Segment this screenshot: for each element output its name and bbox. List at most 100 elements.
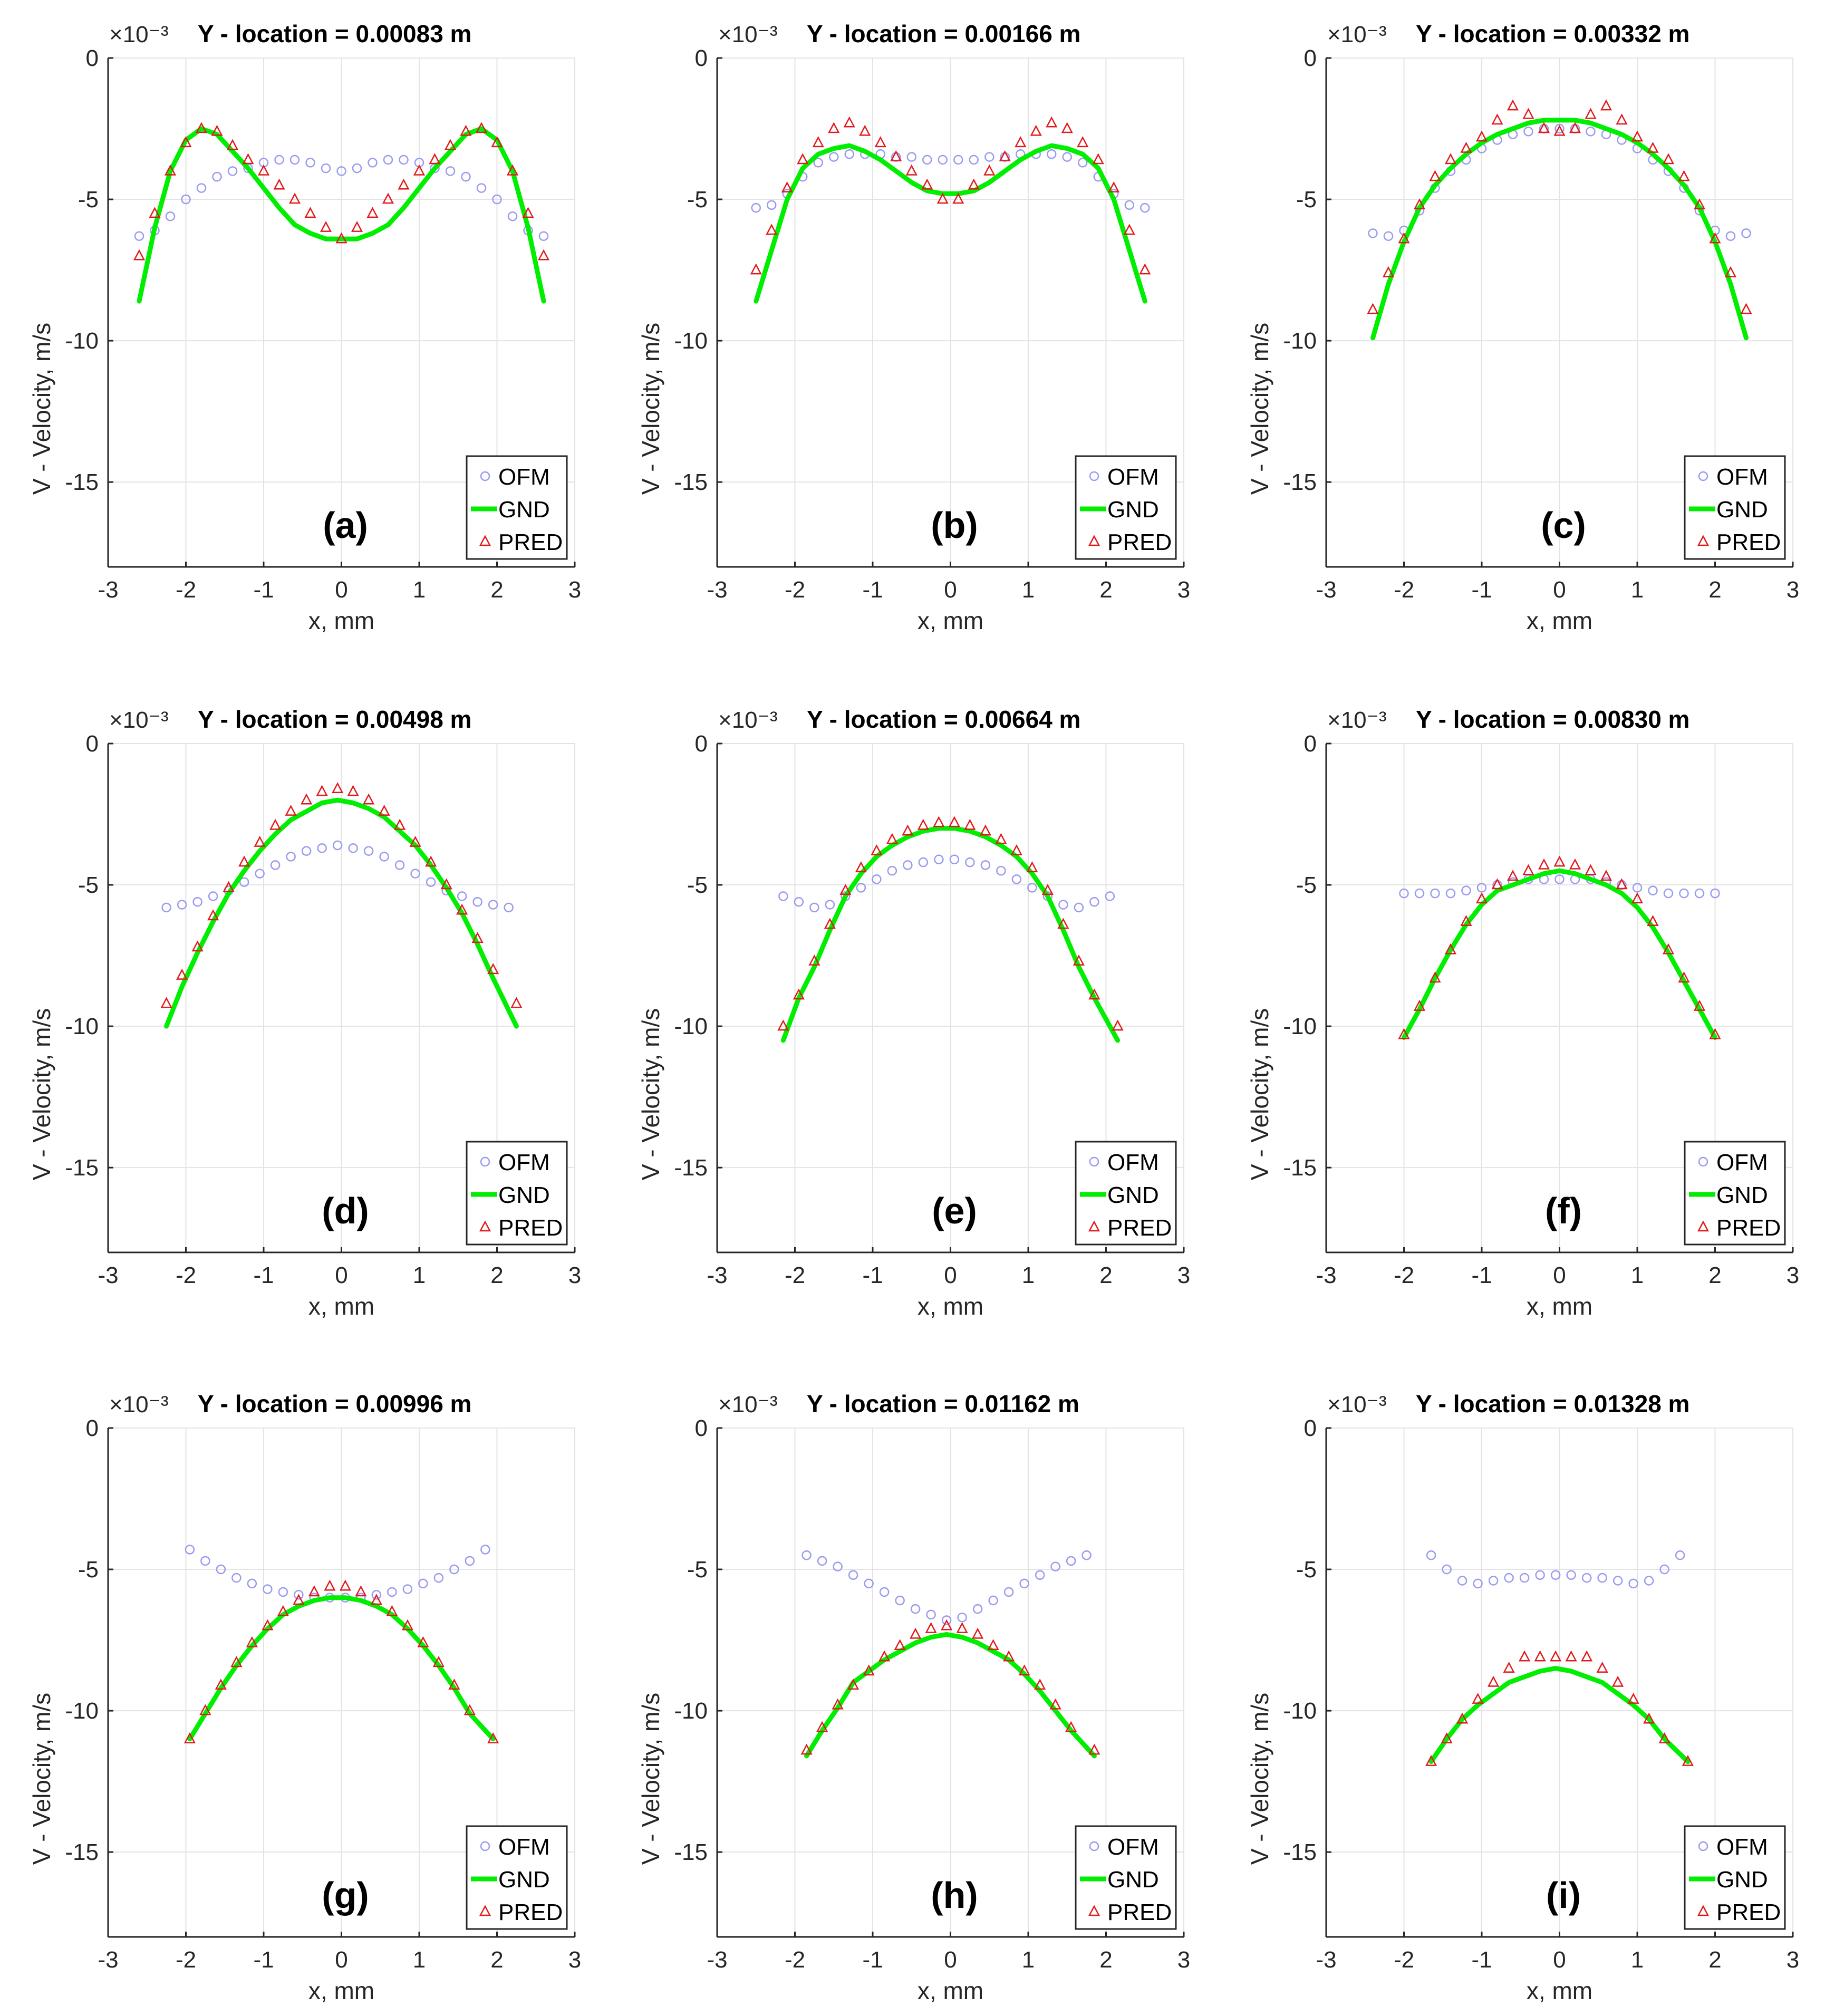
y-tick-label: -15 (65, 1839, 99, 1865)
ofm-point (922, 155, 932, 165)
x-tick-label: -3 (1316, 577, 1336, 603)
pred-point (1612, 1675, 1624, 1687)
legend-ofm-label: OFM (1716, 464, 1768, 490)
x-tick-label: -2 (176, 1262, 196, 1288)
legend-pred-marker (1088, 535, 1100, 546)
ofm-point (1519, 1573, 1530, 1583)
x-tick-label: 1 (1022, 1262, 1035, 1288)
ofm-point (480, 1545, 490, 1555)
x-tick-label: -2 (176, 577, 196, 603)
pred-point (487, 1732, 499, 1743)
ofm-point (1430, 888, 1440, 899)
pred-point (1061, 122, 1073, 133)
y-exponent-label: ×10⁻³ (718, 707, 778, 733)
pred-point (366, 207, 379, 218)
legend-gnd-label: GND (1716, 1867, 1768, 1893)
ofm-point (1679, 888, 1689, 899)
ofm-point (1675, 1550, 1685, 1560)
ofm-point (1554, 123, 1565, 134)
y-tick-label: 0 (1304, 45, 1317, 71)
pred-point (1616, 878, 1628, 890)
x-tick-label: -2 (1394, 1262, 1414, 1288)
ofm-point (1741, 228, 1751, 238)
pred-point (429, 153, 441, 165)
gnd-line (164, 797, 519, 1029)
pred-point (320, 220, 332, 232)
ofm-point (394, 860, 405, 870)
pred-point (1519, 1650, 1531, 1662)
chart-title: Y - location = 0.00498 m (198, 706, 471, 733)
y-axis-label: V - Velocity, m/s (1246, 1008, 1273, 1180)
ofm-point (332, 840, 343, 851)
y-axis-label: V - Velocity, m/s (637, 323, 664, 495)
ofm-point (352, 163, 362, 173)
pred-point (1565, 1650, 1577, 1662)
ofm-point (1632, 883, 1643, 893)
pred-point (816, 1721, 828, 1732)
y-tick-label: -10 (65, 328, 99, 354)
ofm-point (216, 1564, 226, 1575)
legend-pred-label: PRED (498, 1215, 563, 1241)
y-tick-label: -10 (1283, 328, 1317, 354)
x-tick-label: 3 (1177, 1262, 1190, 1288)
pred-point (1112, 1019, 1124, 1031)
pred-point (448, 1679, 460, 1690)
y-tick-label: -15 (65, 469, 99, 495)
pred-point (293, 1594, 305, 1605)
y-exponent-label: ×10⁻³ (109, 707, 169, 733)
pred-point (910, 1627, 922, 1639)
y-tick-label: -5 (78, 187, 99, 213)
gnd-line (1402, 868, 1717, 1040)
pred-point (1088, 1743, 1100, 1755)
x-tick-label: 1 (1022, 577, 1035, 603)
x-tick-label: 1 (413, 1947, 426, 1973)
ofm-point (864, 1578, 874, 1589)
pred-point (370, 1594, 382, 1605)
pred-point (537, 249, 550, 261)
pred-point (1491, 878, 1503, 890)
ofm-point (492, 194, 502, 205)
x-tick-label: 3 (568, 1262, 581, 1288)
x-tick-label: 2 (1099, 1262, 1112, 1288)
pred-point (1522, 864, 1534, 875)
pred-point (355, 1585, 367, 1597)
legend-pred-label: PRED (1107, 529, 1172, 555)
pred-point (184, 1732, 196, 1743)
legend: OFM GND PRED (466, 455, 568, 560)
legend-pred-label: PRED (1716, 1899, 1781, 1925)
ofm-point (844, 149, 854, 159)
y-tick-label: -5 (78, 872, 99, 898)
pred-point (1049, 1698, 1061, 1710)
pred-point (824, 918, 836, 929)
x-tick-label: -1 (253, 1262, 274, 1288)
x-tick-label: -3 (707, 1262, 727, 1288)
pred-point (487, 963, 499, 975)
x-tick-label: 0 (335, 577, 347, 603)
x-tick-label: 0 (1553, 577, 1566, 603)
pred-point (1456, 1712, 1469, 1724)
ofm-point (263, 1584, 273, 1594)
ofm-point (1663, 888, 1674, 899)
pred-point (828, 122, 840, 133)
pred-point (1034, 1679, 1046, 1690)
pred-point (972, 1627, 984, 1639)
pred-point (1367, 303, 1379, 314)
pred-point (1460, 915, 1472, 926)
x-tick-label: -3 (98, 1262, 118, 1288)
pred-point (1596, 1662, 1608, 1673)
ofm-point (856, 883, 866, 893)
x-tick-label: 1 (413, 577, 426, 603)
ofm-point (825, 900, 835, 910)
pred-point (1003, 1650, 1015, 1662)
pred-point (164, 164, 177, 176)
series-pred (184, 1579, 499, 1743)
pred-point (1026, 861, 1038, 873)
pred-point (460, 124, 472, 136)
pred-point (230, 1656, 243, 1667)
pred-point (1538, 858, 1550, 870)
x-tick-label: -2 (785, 577, 805, 603)
pred-point (1631, 892, 1644, 904)
pred-point (781, 181, 793, 192)
pred-point (921, 178, 933, 190)
legend-pred-label: PRED (1716, 529, 1781, 555)
